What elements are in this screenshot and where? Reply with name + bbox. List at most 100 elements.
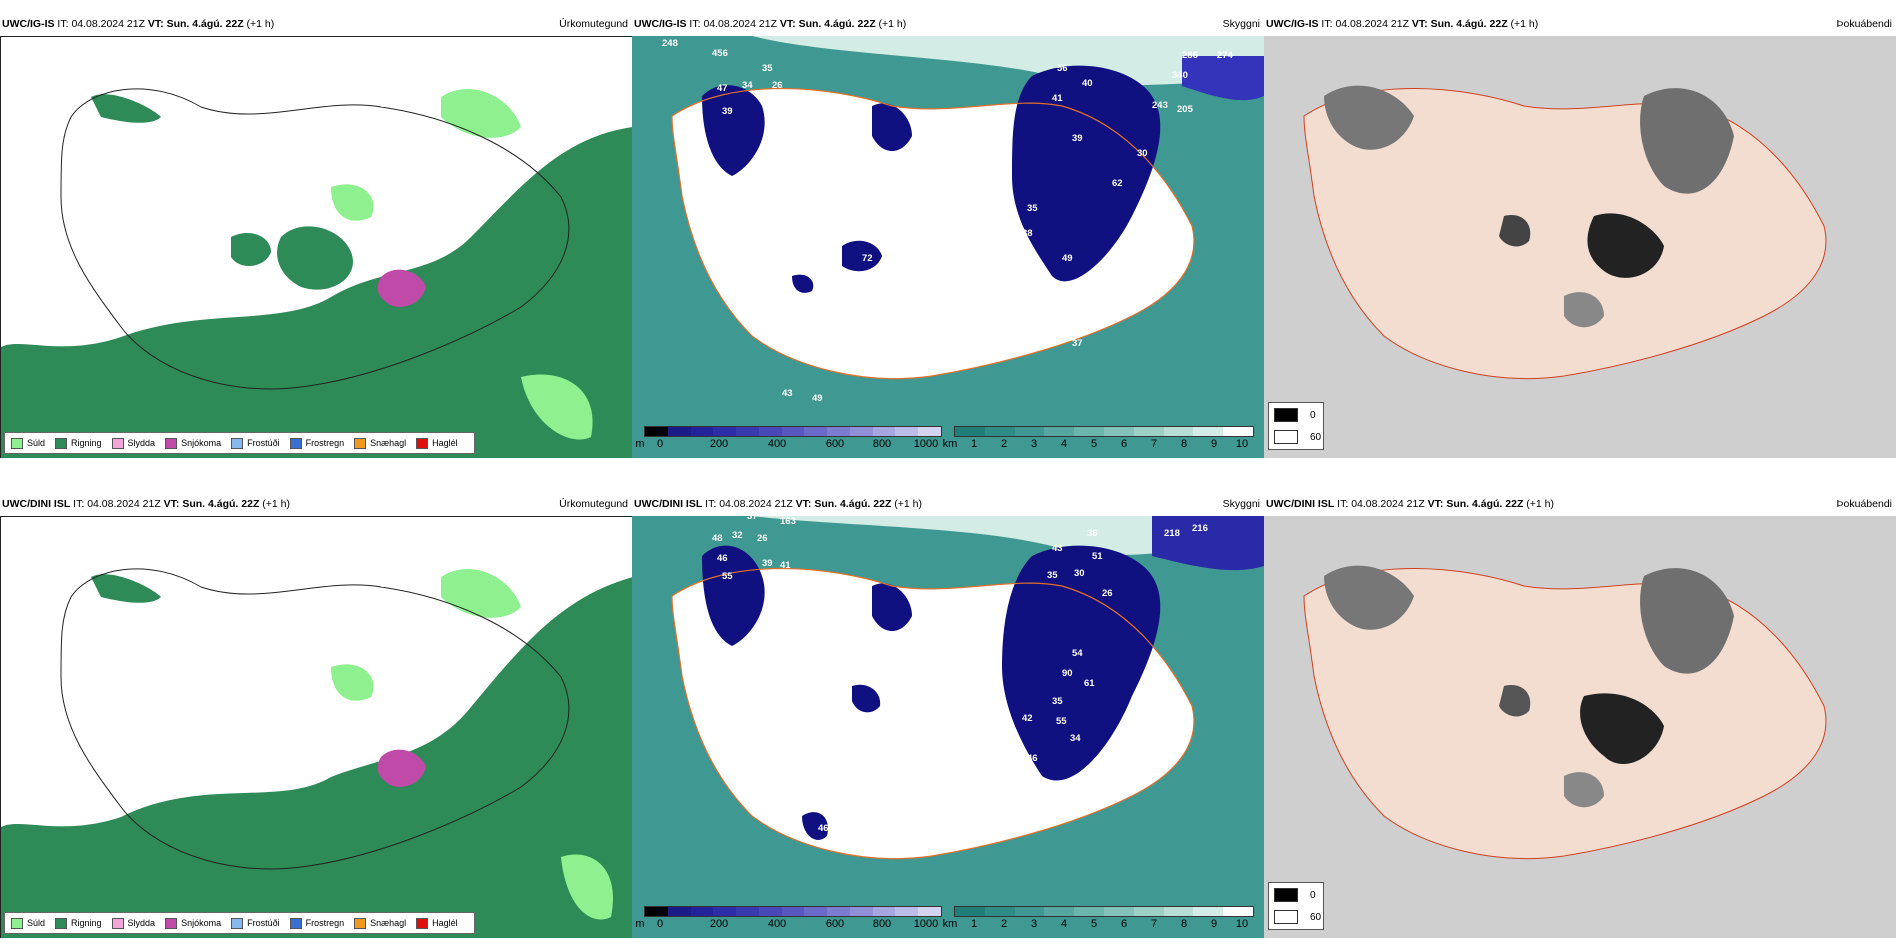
colorbar-swatch xyxy=(872,907,896,916)
svg-text:38: 38 xyxy=(988,698,999,709)
model-name: UWC/IG-IS xyxy=(2,18,55,30)
svg-text:163: 163 xyxy=(780,516,796,527)
panel-header: UWC/DINI ISL IT: 04.08.2024 21Z VT: Sun.… xyxy=(632,492,1264,516)
svg-text:62: 62 xyxy=(1112,178,1123,189)
ptype-map xyxy=(0,36,632,458)
svg-text:205: 205 xyxy=(1177,104,1194,115)
panel-title: Skyggni xyxy=(1222,498,1260,510)
colorbar-swatch xyxy=(1193,427,1224,436)
svg-text:51: 51 xyxy=(1092,551,1103,562)
svg-text:33: 33 xyxy=(787,110,798,121)
colorbar-swatch xyxy=(1103,427,1134,436)
it-label: IT: xyxy=(1337,498,1349,510)
colorbar-swatch xyxy=(1044,907,1075,916)
ptype-map xyxy=(0,516,632,938)
colorbar-swatch xyxy=(1103,907,1134,916)
fog-legend: 0 60 xyxy=(1268,402,1324,450)
svg-text:30: 30 xyxy=(1137,148,1148,159)
visibility-map: 248 456 47 35 34 26 39 36 33 286 274 340… xyxy=(632,36,1264,458)
colorbar-meters-bar xyxy=(644,906,942,917)
colorbar-swatch xyxy=(781,427,805,436)
colorbar-swatch xyxy=(827,427,850,436)
svg-text:35: 35 xyxy=(1052,696,1063,707)
legend-item-snaehagl: Snæhagl xyxy=(354,437,406,449)
svg-text:46: 46 xyxy=(717,553,728,564)
colorbar-swatch xyxy=(872,427,896,436)
colorbar-swatch xyxy=(690,427,714,436)
svg-text:49: 49 xyxy=(1052,288,1063,299)
panel-header: UWC/IG-IS IT: 04.08.2024 21Z VT: Sun. 4.… xyxy=(1264,12,1896,36)
colorbar-meters-ticks: m 0 200 400 600 800 1000 xyxy=(635,918,939,930)
legend-item-haglel: Haglél xyxy=(416,917,458,929)
svg-text:340: 340 xyxy=(1172,70,1188,81)
fog-legend-low: 0 xyxy=(1274,405,1323,425)
svg-text:90: 90 xyxy=(1062,668,1073,679)
visibility-map: 163 37 48 32 26 46 39 41 55 218 216 36 4… xyxy=(632,516,1264,938)
panel-title: Úrkomutegund xyxy=(559,18,628,30)
svg-text:36: 36 xyxy=(767,108,778,119)
legend-item-sudl: Súld xyxy=(11,917,45,929)
model-name: UWC/IG-IS xyxy=(634,18,687,30)
vt-value: Sun. 4.ágú. 22Z xyxy=(814,498,892,510)
ptype-panel-row1: UWC/IG-IS IT: 04.08.2024 21Z VT: Sun. 4.… xyxy=(0,12,632,458)
legend-item-haglel: Haglél xyxy=(416,437,458,449)
colorbar-swatch xyxy=(736,427,759,436)
colorbar-swatch xyxy=(1133,907,1164,916)
lead-time: (+1 h) xyxy=(1526,498,1555,510)
fog-legend-high: 60 xyxy=(1274,427,1323,447)
svg-text:37: 37 xyxy=(1072,338,1083,349)
colorbar-swatch xyxy=(781,907,805,916)
vt-value: Sun. 4.ágú. 22Z xyxy=(798,18,876,30)
colorbar-swatch xyxy=(804,427,828,436)
colorbar-swatch xyxy=(736,907,759,916)
colorbar-meters-bar xyxy=(644,426,942,437)
colorbar-swatch xyxy=(984,907,1015,916)
colorbar-swatch xyxy=(758,907,782,916)
fog-map xyxy=(1264,36,1896,458)
colorbar-swatch xyxy=(1223,907,1253,916)
svg-text:39: 39 xyxy=(722,106,733,117)
colorbar-swatch xyxy=(849,427,873,436)
it-value: 04.08.2024 21Z xyxy=(1335,18,1409,30)
colorbar-swatch xyxy=(1163,907,1194,916)
colorbar-swatch xyxy=(645,427,668,436)
colorbar-swatch xyxy=(827,907,850,916)
colorbar-swatch xyxy=(918,907,941,916)
svg-text:456: 456 xyxy=(712,48,728,59)
svg-text:41: 41 xyxy=(1052,93,1063,104)
panel-header: UWC/IG-IS IT: 04.08.2024 21Z VT: Sun. 4.… xyxy=(632,12,1264,36)
panel-title: Skyggni xyxy=(1222,18,1260,30)
model-name: UWC/DINI ISL xyxy=(634,498,703,510)
svg-text:43: 43 xyxy=(1052,543,1063,554)
legend-item-rigning: Rigning xyxy=(55,437,102,449)
colorbar-swatch xyxy=(984,427,1015,436)
legend-item-frostregn: Frostregn xyxy=(289,917,344,929)
svg-text:48: 48 xyxy=(712,533,723,544)
svg-text:55: 55 xyxy=(1056,716,1067,727)
svg-text:41: 41 xyxy=(1022,253,1033,264)
svg-text:32: 32 xyxy=(732,530,743,541)
legend-item-snjokoma: Snjókoma xyxy=(165,917,221,929)
fog-legend-high: 60 xyxy=(1274,907,1323,927)
panel-header: UWC/IG-IS IT: 04.08.2024 21Z VT: Sun. 4.… xyxy=(0,12,632,36)
colorbar-swatch xyxy=(955,907,985,916)
legend-item-frostudi: Frostúði xyxy=(231,917,280,929)
svg-text:36: 36 xyxy=(1087,528,1098,539)
svg-text:35: 35 xyxy=(762,63,773,74)
colorbar-swatch xyxy=(1193,907,1224,916)
colorbar-swatch xyxy=(955,427,985,436)
fog-legend: 0 60 xyxy=(1268,882,1324,930)
svg-text:218: 218 xyxy=(1164,528,1180,539)
svg-text:91: 91 xyxy=(832,263,843,274)
colorbar-swatch xyxy=(758,427,782,436)
model-name: UWC/DINI ISL xyxy=(1266,498,1335,510)
ptype-legend: Súld Rigning Slydda Snjókoma Frostúði Fr… xyxy=(4,432,475,454)
ptype-legend: Súld Rigning Slydda Snjókoma Frostúði Fr… xyxy=(4,912,475,934)
fog-panel-row1: UWC/IG-IS IT: 04.08.2024 21Z VT: Sun. 4.… xyxy=(1264,12,1896,458)
colorbar-swatch xyxy=(895,907,919,916)
colorbar-swatch xyxy=(1163,427,1194,436)
svg-text:26: 26 xyxy=(772,80,783,91)
svg-text:41: 41 xyxy=(780,560,791,571)
svg-text:35: 35 xyxy=(1027,203,1038,214)
panel-header: UWC/DINI ISL IT: 04.08.2024 21Z VT: Sun.… xyxy=(1264,492,1896,516)
